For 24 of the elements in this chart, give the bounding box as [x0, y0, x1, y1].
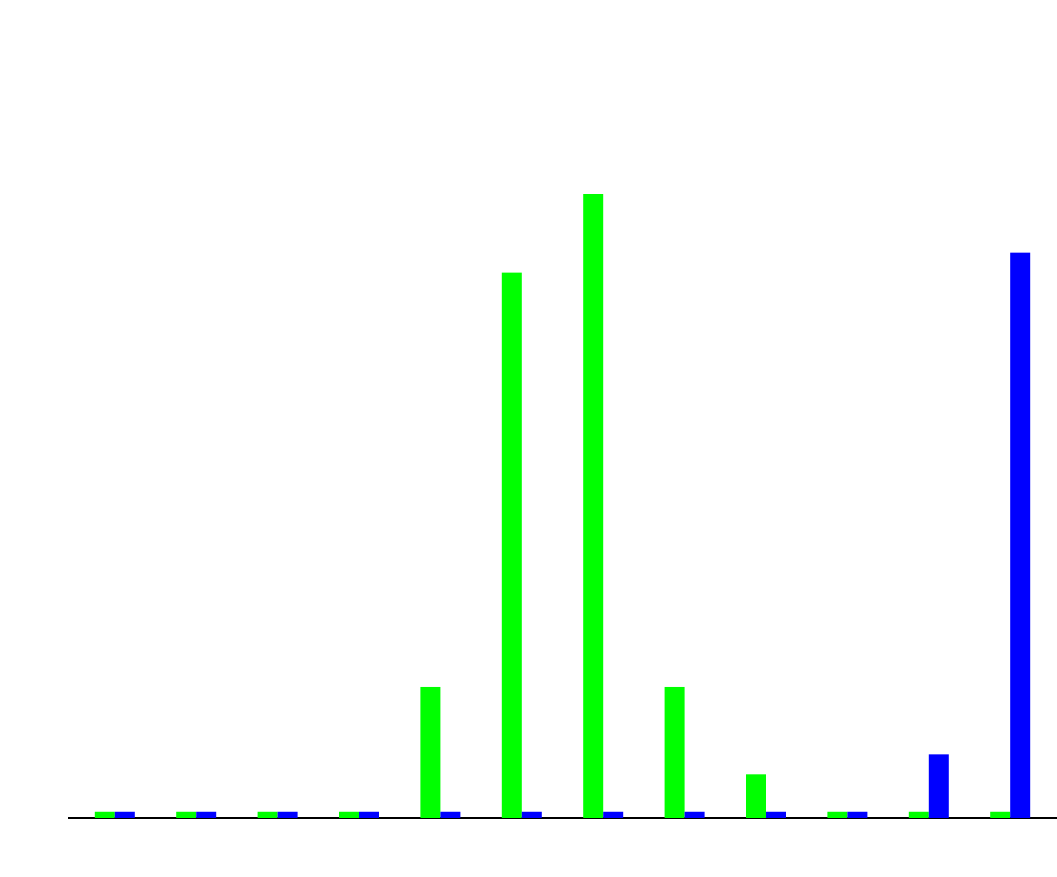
bar	[359, 811, 379, 818]
bar	[684, 811, 705, 818]
bar	[664, 686, 685, 818]
bar	[521, 811, 542, 818]
bar	[847, 811, 868, 818]
bar	[94, 811, 115, 818]
bar	[603, 811, 624, 818]
bar	[176, 811, 197, 818]
bar	[908, 811, 929, 818]
bar	[420, 686, 441, 818]
bar	[827, 811, 848, 818]
bar	[339, 811, 359, 818]
bar	[1010, 252, 1031, 818]
bar	[257, 811, 278, 818]
bar	[277, 811, 298, 818]
bar	[928, 754, 949, 818]
bar	[501, 272, 522, 818]
bar	[746, 774, 766, 818]
bar	[440, 811, 461, 818]
bar	[583, 194, 604, 818]
bar	[114, 811, 135, 818]
bar	[766, 811, 786, 818]
bar	[990, 811, 1011, 818]
bar	[196, 811, 217, 818]
